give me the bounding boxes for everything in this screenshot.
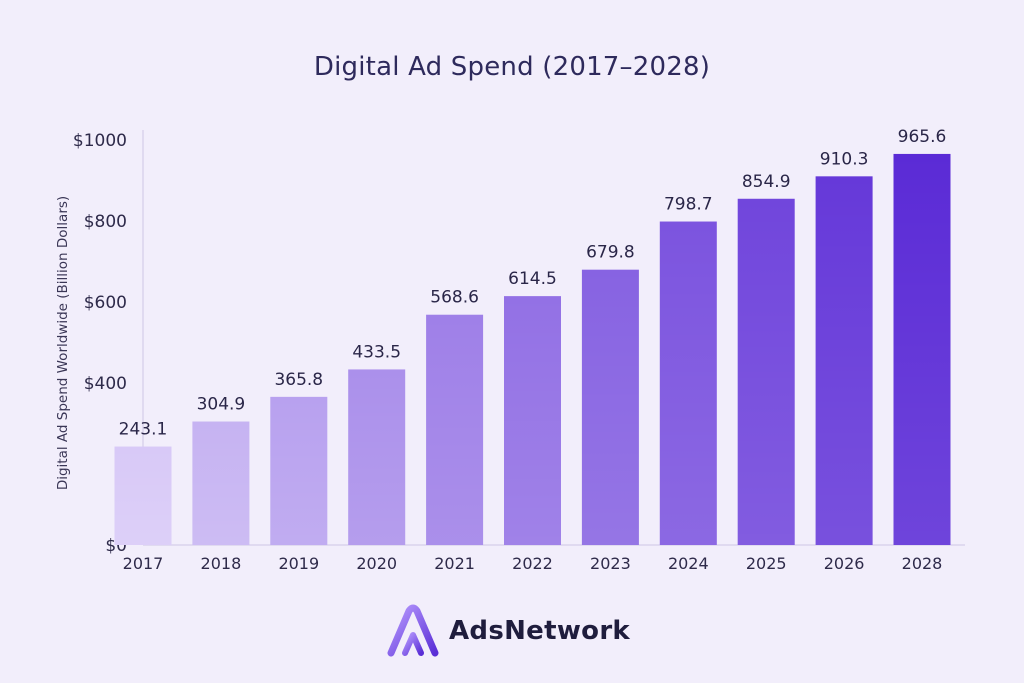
- bar-shade: [348, 369, 406, 545]
- bar-value-label: 965.6: [898, 127, 947, 147]
- x-tick-label: 2024: [668, 554, 709, 573]
- x-tick-label: 2020: [356, 554, 397, 573]
- bar-value-label: 243.1: [119, 420, 168, 440]
- bar-value-label: 614.5: [508, 269, 557, 289]
- bar-shade: [504, 296, 561, 545]
- x-tick-label: 2021: [434, 554, 475, 573]
- bar-shade: [659, 221, 717, 546]
- brand-logo: AdsNetwork: [385, 603, 630, 659]
- bar-value-label: 365.8: [274, 370, 323, 390]
- bar-shade: [893, 153, 951, 545]
- bar-value-label: 433.5: [352, 342, 401, 362]
- bar-shade: [192, 421, 250, 545]
- x-tick-label: 2018: [201, 554, 242, 573]
- bar-shade: [581, 269, 639, 545]
- bar-shade: [114, 446, 172, 545]
- y-tick-label: $600: [84, 293, 127, 313]
- bar-value-label: 304.9: [197, 395, 246, 415]
- bar-shade: [737, 198, 795, 545]
- x-tick-label: 2023: [590, 554, 631, 573]
- bar-shade: [270, 396, 328, 545]
- y-tick-label: $1000: [73, 131, 127, 151]
- y-tick-label: $800: [84, 212, 127, 232]
- bar-value-label: 679.8: [586, 243, 635, 263]
- chart-title: Digital Ad Spend (2017–2028): [313, 52, 711, 82]
- bar-value-label: 568.6: [430, 288, 479, 308]
- brand-name: AdsNetwork: [449, 616, 631, 646]
- bar-value-label: 854.9: [742, 172, 791, 192]
- x-tick-label: 2019: [278, 554, 319, 573]
- bar-value-label: 910.3: [820, 149, 869, 169]
- x-tick-label: 2028: [902, 554, 943, 573]
- bar-shade: [815, 176, 873, 546]
- bar-value-label: 798.7: [664, 195, 713, 215]
- y-axis-label: Digital Ad Spend Worldwide (Billion Doll…: [55, 196, 71, 490]
- adsnetwork-logo-icon: [387, 604, 439, 657]
- x-tick-label: 2025: [746, 554, 787, 573]
- x-tick-label: 2017: [123, 554, 164, 573]
- x-tick-label: 2026: [824, 554, 865, 573]
- y-tick-label: $400: [84, 374, 127, 394]
- x-tick-label: 2022: [512, 554, 553, 573]
- bar-shade: [426, 314, 484, 545]
